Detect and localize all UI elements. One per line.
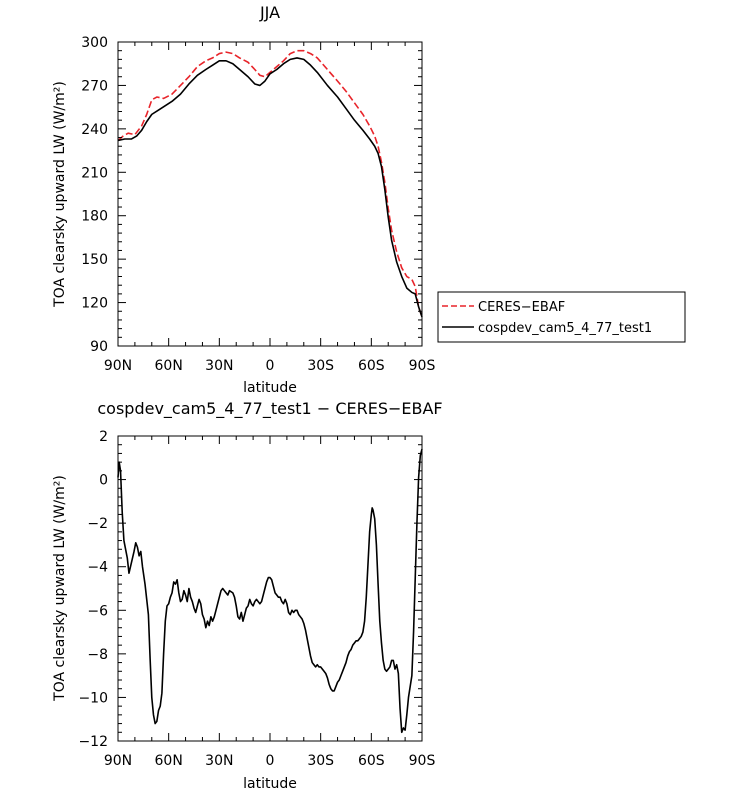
legend-label-ceres: CERES−EBAF	[478, 300, 565, 315]
bottom-x-tick-label: 90N	[104, 753, 132, 769]
top-x-tick-label: 30N	[205, 358, 233, 374]
top-panel: JJA 90N 60N 30N 0 30S 60S 90S 90 120 150 180 210 24…	[52, 3, 435, 396]
bottom-y-axis-label: TOA clearsky upward LW (W/m²)	[52, 475, 68, 702]
bottom-x-axis-label: latitude	[243, 776, 297, 792]
bottom-plot-frame	[117, 435, 423, 742]
bottom-y-tick-label: 2	[99, 429, 108, 445]
bottom-panel: cospdev_cam5_4_77_test1 − CERES−EBAF 90N…	[52, 399, 443, 792]
top-x-tick-label: 60S	[358, 358, 385, 374]
top-y-axis-label: TOA clearsky upward LW (W/m²)	[52, 81, 68, 308]
bottom-x-tick-label: 30S	[307, 753, 334, 769]
bottom-x-ticks: 90N 60N 30N 0 30S 60S 90S	[104, 436, 436, 769]
top-plot-frame	[117, 41, 423, 347]
bottom-y-ticks: −12 −10 −8 −6 −4 −2 0 2	[78, 429, 422, 750]
top-y-tick-label: 120	[81, 296, 108, 312]
top-x-tick-label: 90S	[409, 358, 436, 374]
bottom-y-tick-label: −8	[87, 647, 108, 663]
bottom-y-tick-label: −6	[87, 603, 108, 619]
bottom-y-tick-label: −12	[78, 734, 108, 750]
bottom-y-tick-label: −10	[78, 690, 108, 706]
bottom-y-tick-label: −2	[87, 516, 108, 532]
bottom-x-tick-label: 60N	[155, 753, 183, 769]
bottom-chart-title: cospdev_cam5_4_77_test1 − CERES−EBAF	[97, 399, 442, 419]
top-y-tick-label: 150	[81, 252, 108, 268]
bottom-y-tick-label: −4	[87, 560, 108, 576]
bottom-x-tick-label: 60S	[358, 753, 385, 769]
top-y-tick-label: 270	[81, 78, 108, 94]
bottom-series-group	[117, 448, 423, 734]
top-y-tick-label: 240	[81, 122, 108, 138]
top-chart-title: JJA	[259, 3, 280, 22]
top-series-line-1	[117, 57, 423, 318]
bottom-y-tick-label: 0	[99, 473, 108, 489]
top-x-tick-label: 0	[266, 358, 275, 374]
top-y-tick-label: 90	[90, 339, 108, 355]
top-x-ticks: 90N 60N 30N 0 30S 60S 90S	[104, 42, 436, 374]
top-y-tick-label: 210	[81, 165, 108, 181]
top-x-axis-label: latitude	[243, 380, 297, 396]
bottom-series-line-0	[117, 448, 423, 734]
bottom-x-tick-label: 30N	[205, 753, 233, 769]
bottom-x-tick-label: 0	[266, 753, 275, 769]
top-y-tick-label: 300	[81, 35, 108, 51]
legend-box	[437, 291, 686, 343]
top-y-ticks: 90 120 150 180 210 240 270 300	[81, 35, 422, 355]
top-series-line-0	[117, 49, 423, 318]
top-x-tick-label: 60N	[155, 358, 183, 374]
legend: CERES−EBAF cospdev_cam5_4_77_test1	[437, 291, 686, 343]
top-x-tick-label: 90N	[104, 358, 132, 374]
legend-label-model: cospdev_cam5_4_77_test1	[478, 321, 652, 336]
top-x-tick-label: 30S	[307, 358, 334, 374]
top-series-group	[117, 49, 423, 318]
top-y-tick-label: 180	[81, 209, 108, 225]
bottom-x-tick-label: 90S	[409, 753, 436, 769]
